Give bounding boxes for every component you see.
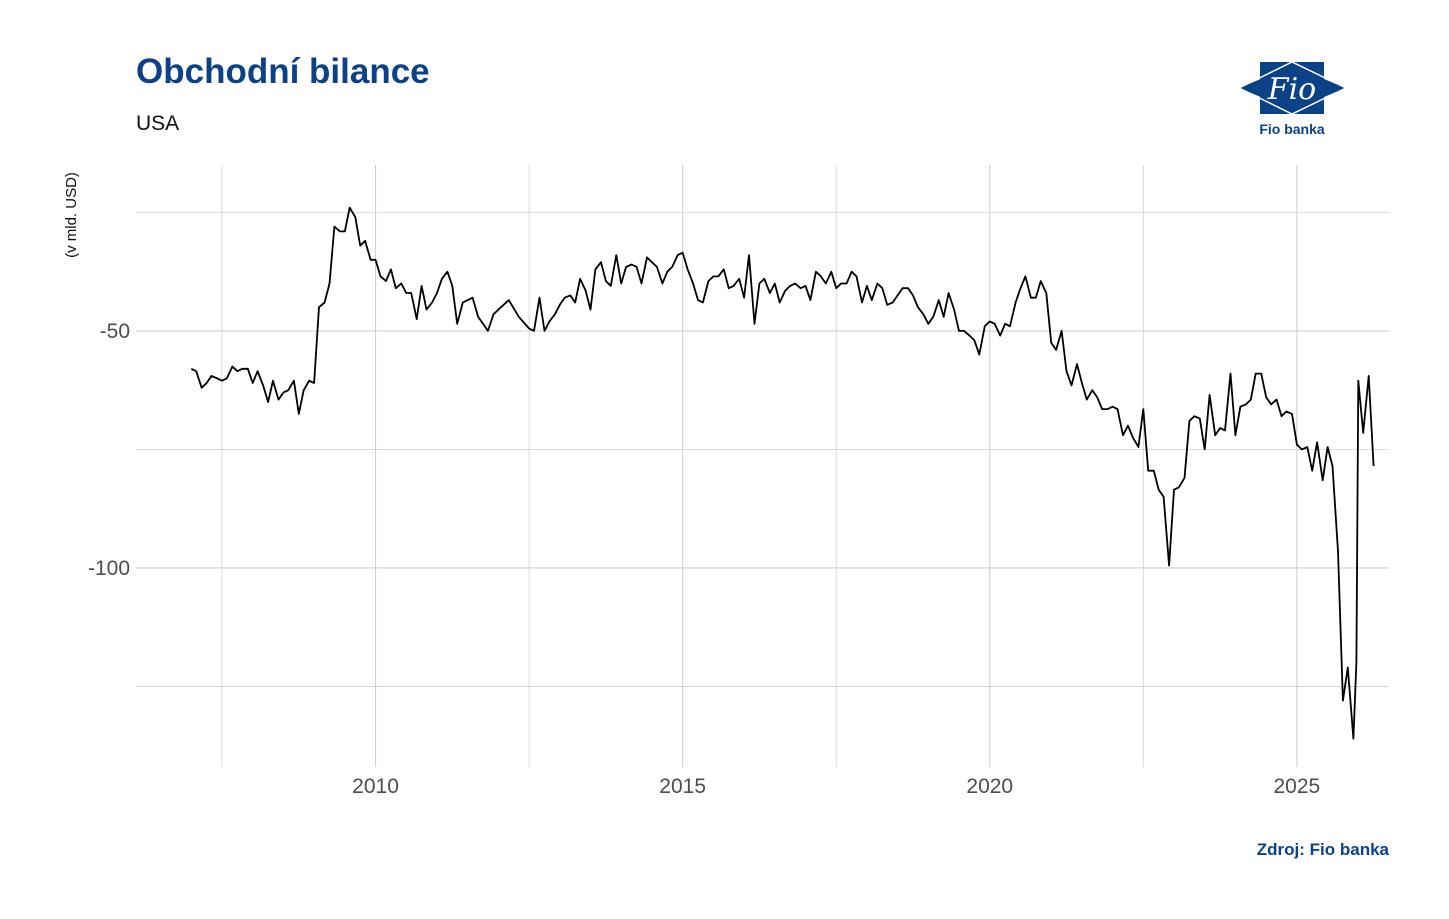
series-line — [190, 206, 1375, 740]
logo-caption: Fio banka — [1259, 121, 1325, 137]
series-group — [190, 206, 1375, 740]
y-tick-labels: -50 -100 — [88, 320, 130, 580]
source-note: Zdroj: Fio banka — [1256, 840, 1389, 859]
fio-banka-logo: Fio Fio banka — [1236, 58, 1348, 142]
grid-lines — [136, 165, 1389, 767]
chart-subtitle: USA — [136, 112, 180, 135]
logo-mark-text: Fio — [1267, 72, 1316, 107]
x-tick-label: 2010 — [352, 775, 399, 798]
x-tick-label: 2025 — [1274, 775, 1321, 798]
x-tick-label: 2020 — [966, 775, 1013, 798]
x-tick-labels: 2010 2015 2020 2025 — [352, 775, 1320, 798]
y-tick-label: -100 — [88, 557, 130, 580]
y-tick-label: -50 — [100, 320, 130, 343]
chart-title: Obchodní bilance — [136, 52, 430, 91]
y-axis-label: (v mld. USD) — [63, 172, 80, 258]
x-tick-label: 2015 — [659, 775, 706, 798]
